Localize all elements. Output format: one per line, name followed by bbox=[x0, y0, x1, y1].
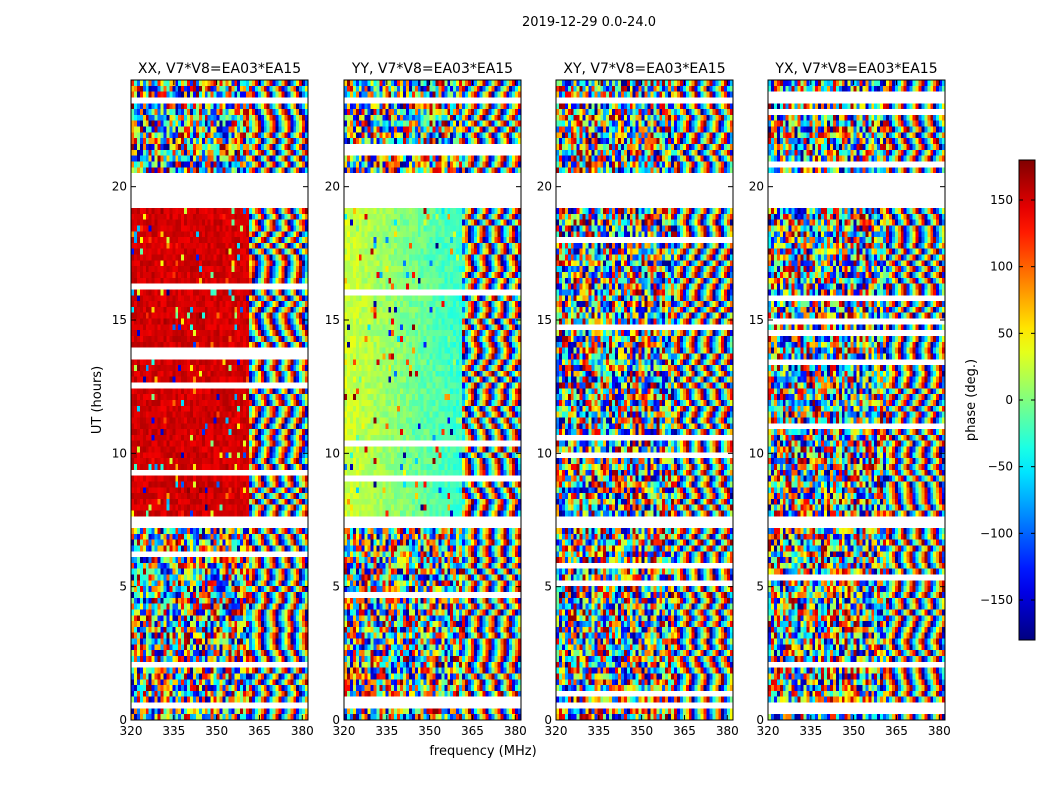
colorbar-tick-label: 50 bbox=[998, 326, 1013, 340]
figure-suptitle: 2019-12-29 0.0-24.0 bbox=[522, 15, 656, 30]
y-tick-label: 5 bbox=[332, 580, 340, 594]
y-tick-label: 0 bbox=[544, 713, 552, 727]
y-tick-label: 10 bbox=[537, 446, 552, 460]
panels-group: XX, V7*V8=EA03*EA15 320 335 350 365 380 0 5 10 15… bbox=[112, 61, 951, 738]
y-tick-label: 20 bbox=[537, 180, 552, 194]
panel-xy: XY, V7*V8=EA03*EA15 320 335 350 365 380 0 5 10 15… bbox=[537, 61, 739, 738]
y-tick-label: 5 bbox=[119, 580, 127, 594]
y-tick-label: 0 bbox=[119, 713, 127, 727]
x-tick-label: 365 bbox=[461, 724, 484, 738]
phase-heatmap bbox=[768, 80, 945, 720]
x-tick-label: 380 bbox=[291, 724, 314, 738]
colorbar-tick-label: −100 bbox=[980, 526, 1013, 540]
y-tick-label: 20 bbox=[325, 180, 340, 194]
y-tick-label: 5 bbox=[544, 580, 552, 594]
x-tick-label: 365 bbox=[885, 724, 908, 738]
phase-heatmap bbox=[556, 80, 733, 720]
x-tick-label: 350 bbox=[205, 724, 228, 738]
x-tick-label: 380 bbox=[928, 724, 951, 738]
y-tick-label: 10 bbox=[749, 446, 764, 460]
x-tick-label: 335 bbox=[375, 724, 398, 738]
phase-heatmap bbox=[131, 80, 308, 720]
panel-title: XY, V7*V8=EA03*EA15 bbox=[563, 61, 725, 77]
panel-frame bbox=[130, 79, 309, 721]
panel-title: XX, V7*V8=EA03*EA15 bbox=[138, 61, 301, 77]
panel-title: YY, V7*V8=EA03*EA15 bbox=[351, 61, 513, 77]
colorbar-tick-label: 100 bbox=[990, 260, 1013, 274]
x-tick-label: 320 bbox=[120, 724, 143, 738]
x-tick-label: 365 bbox=[673, 724, 696, 738]
colorbar: −150 −100 −50 0 50 100 150 bbox=[980, 159, 1036, 641]
phase-heatmap bbox=[344, 80, 521, 720]
x-tick-label: 380 bbox=[716, 724, 739, 738]
colorbar-label: phase (deg.) bbox=[964, 359, 979, 441]
panel-frame bbox=[343, 79, 522, 721]
x-tick-label: 335 bbox=[799, 724, 822, 738]
y-tick-label: 15 bbox=[749, 313, 764, 327]
y-tick-label: 15 bbox=[112, 313, 127, 327]
x-tick-label: 350 bbox=[842, 724, 865, 738]
x-tick-label: 320 bbox=[333, 724, 356, 738]
panel-frame bbox=[555, 79, 734, 721]
y-tick-label: 20 bbox=[749, 180, 764, 194]
x-tick-label: 350 bbox=[418, 724, 441, 738]
x-tick-label: 335 bbox=[162, 724, 185, 738]
y-tick-label: 20 bbox=[112, 180, 127, 194]
panel-yx: YX, V7*V8=EA03*EA15 320 335 350 365 380 0 5 10 15… bbox=[749, 61, 951, 738]
panel-xx: XX, V7*V8=EA03*EA15 320 335 350 365 380 0 5 10 15… bbox=[112, 61, 314, 738]
x-tick-label: 380 bbox=[504, 724, 527, 738]
x-tick-label: 350 bbox=[630, 724, 653, 738]
x-axis-label: frequency (MHz) bbox=[429, 744, 536, 759]
x-tick-label: 320 bbox=[757, 724, 780, 738]
panel-yy: YY, V7*V8=EA03*EA15 320 335 350 365 380 0 5 10 15… bbox=[325, 61, 527, 738]
y-tick-label: 0 bbox=[756, 713, 764, 727]
x-tick-label: 335 bbox=[587, 724, 610, 738]
x-tick-label: 320 bbox=[545, 724, 568, 738]
colorbar-tick-label: −150 bbox=[980, 593, 1013, 607]
x-tick-label: 365 bbox=[248, 724, 271, 738]
y-axis-label: UT (hours) bbox=[90, 366, 105, 434]
y-tick-label: 0 bbox=[332, 713, 340, 727]
y-tick-label: 15 bbox=[537, 313, 552, 327]
y-tick-label: 10 bbox=[112, 446, 127, 460]
panel-frame bbox=[767, 79, 946, 721]
y-tick-label: 10 bbox=[325, 446, 340, 460]
panel-title: YX, V7*V8=EA03*EA15 bbox=[774, 61, 937, 77]
y-tick-label: 15 bbox=[325, 313, 340, 327]
colorbar-tick-label: −50 bbox=[988, 460, 1013, 474]
colorbar-tick-label: 150 bbox=[990, 193, 1013, 207]
y-tick-label: 5 bbox=[756, 580, 764, 594]
colorbar-tick-label: 0 bbox=[1005, 393, 1013, 407]
